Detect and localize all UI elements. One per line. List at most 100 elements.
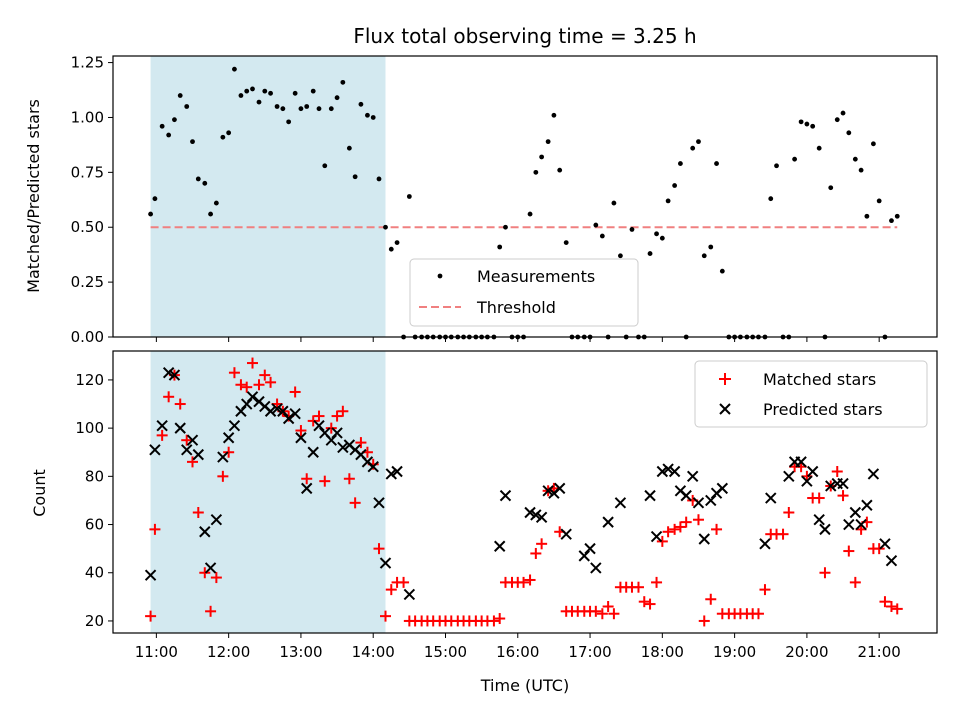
measurement-point xyxy=(370,115,376,120)
measurement-point xyxy=(232,66,237,72)
matched-star-point xyxy=(385,584,397,596)
predicted-star-point xyxy=(331,427,343,439)
matched-star-point xyxy=(192,506,204,518)
measurement-point xyxy=(678,161,683,166)
matched-star-point xyxy=(680,516,692,528)
matched-star-point xyxy=(669,523,681,535)
top-x-ticks xyxy=(155,337,880,342)
measurement-point xyxy=(159,123,165,129)
predicted-star-point xyxy=(301,482,313,495)
predicted-star-point xyxy=(271,403,283,415)
predicted-star-point xyxy=(192,448,204,461)
matched-star-point xyxy=(199,567,211,579)
matched-star-point xyxy=(777,528,789,540)
measurement-point xyxy=(388,246,394,252)
top-y-axis-label: Matched/Predicted stars xyxy=(24,99,43,293)
matched-star-point xyxy=(651,576,663,588)
matched-star-point xyxy=(156,429,168,441)
predicted-star-point xyxy=(843,518,855,531)
predicted-star-point xyxy=(855,518,867,531)
measurement-point xyxy=(152,196,158,202)
measurement-point xyxy=(672,183,678,188)
predicted-star-point xyxy=(524,506,536,519)
measurement-point xyxy=(376,176,382,182)
x-tick-label: 17:00 xyxy=(568,643,611,661)
measurement-point xyxy=(864,213,870,219)
predicted-star-point xyxy=(867,468,880,480)
measurement-point xyxy=(611,200,617,206)
x-axis-label: Time (UTC) xyxy=(480,676,569,695)
measurement-point xyxy=(208,211,213,217)
measurement-point xyxy=(365,112,370,118)
predicted-star-point xyxy=(716,482,729,495)
measurement-point xyxy=(533,169,539,175)
measurement-point xyxy=(298,106,304,112)
measurement-point xyxy=(774,163,779,169)
matched-star-point xyxy=(163,391,175,403)
matched-star-point xyxy=(674,521,686,533)
measurement-point xyxy=(280,106,286,112)
measurement-point xyxy=(316,106,322,112)
matched-star-point xyxy=(174,398,186,410)
predicted-star-point xyxy=(144,569,157,581)
x-axis: 11:00 12:00 13:00 14:00 15:00 16:00 17:00 18:00… xyxy=(135,633,901,661)
measurement-point xyxy=(346,145,352,151)
matched-star-point xyxy=(819,567,831,579)
matched-star-point xyxy=(379,610,391,622)
shaded-observing-window xyxy=(150,56,386,337)
matched-star-point xyxy=(692,514,704,526)
top-panel: 0.00 0.25 0.50 0.75 1.00 1.25 Matched/Predict… xyxy=(24,54,938,346)
y-tick-label: 1.00 xyxy=(71,108,104,126)
predicted-star-point xyxy=(307,446,319,458)
predicted-star-point xyxy=(861,499,873,511)
measurement-point xyxy=(244,88,250,94)
matched-star-point xyxy=(355,437,367,449)
measurement-point xyxy=(858,167,864,173)
measurement-point xyxy=(563,240,569,246)
measurement-point xyxy=(792,156,798,162)
measurement-point xyxy=(148,211,153,217)
measurement-point xyxy=(292,90,298,96)
matched-star-point xyxy=(241,381,253,393)
measurement-point xyxy=(213,200,219,206)
y-tick-label: 40 xyxy=(85,564,104,582)
measurement-point xyxy=(894,213,900,219)
predicted-star-point xyxy=(825,480,837,492)
matched-star-point xyxy=(187,456,199,468)
measurement-point xyxy=(557,167,563,173)
y-tick-label: 0.25 xyxy=(71,273,104,291)
measurement-point xyxy=(202,180,208,186)
predicted-star-point xyxy=(795,456,807,468)
x-tick-label: 14:00 xyxy=(352,643,395,661)
predicted-star-point xyxy=(217,451,229,463)
measurement-point xyxy=(714,161,719,166)
predicted-star-point xyxy=(385,468,397,480)
matched-star-point xyxy=(873,543,885,555)
matched-star-point xyxy=(843,545,855,557)
matched-star-point xyxy=(343,473,355,485)
measurement-point xyxy=(593,222,599,228)
measurement-point xyxy=(846,130,852,136)
measurement-point xyxy=(798,119,804,125)
predicted-star-point xyxy=(379,557,392,569)
matched-star-point xyxy=(331,410,343,422)
predicted-star-point xyxy=(204,562,217,574)
matched-star-point xyxy=(752,608,764,620)
x-tick-label: 20:00 xyxy=(785,643,828,661)
matched-star-point xyxy=(398,576,410,588)
measurement-point xyxy=(889,218,894,224)
predicted-star-point xyxy=(698,533,710,545)
matched-star-point xyxy=(265,376,277,388)
predicted-star-point xyxy=(885,554,898,567)
measurement-point xyxy=(286,119,292,125)
matched-star-point xyxy=(307,415,319,427)
predicted-star-point xyxy=(241,398,253,410)
predicted-star-point xyxy=(578,550,590,562)
predicted-legend-marker xyxy=(719,403,731,415)
measurement-point xyxy=(340,79,346,85)
matched-star-point xyxy=(524,574,536,586)
matched-star-point xyxy=(530,547,542,559)
measurement-point xyxy=(647,251,653,256)
y-tick-label: 0.50 xyxy=(71,218,104,236)
matched-star-point xyxy=(608,608,620,620)
